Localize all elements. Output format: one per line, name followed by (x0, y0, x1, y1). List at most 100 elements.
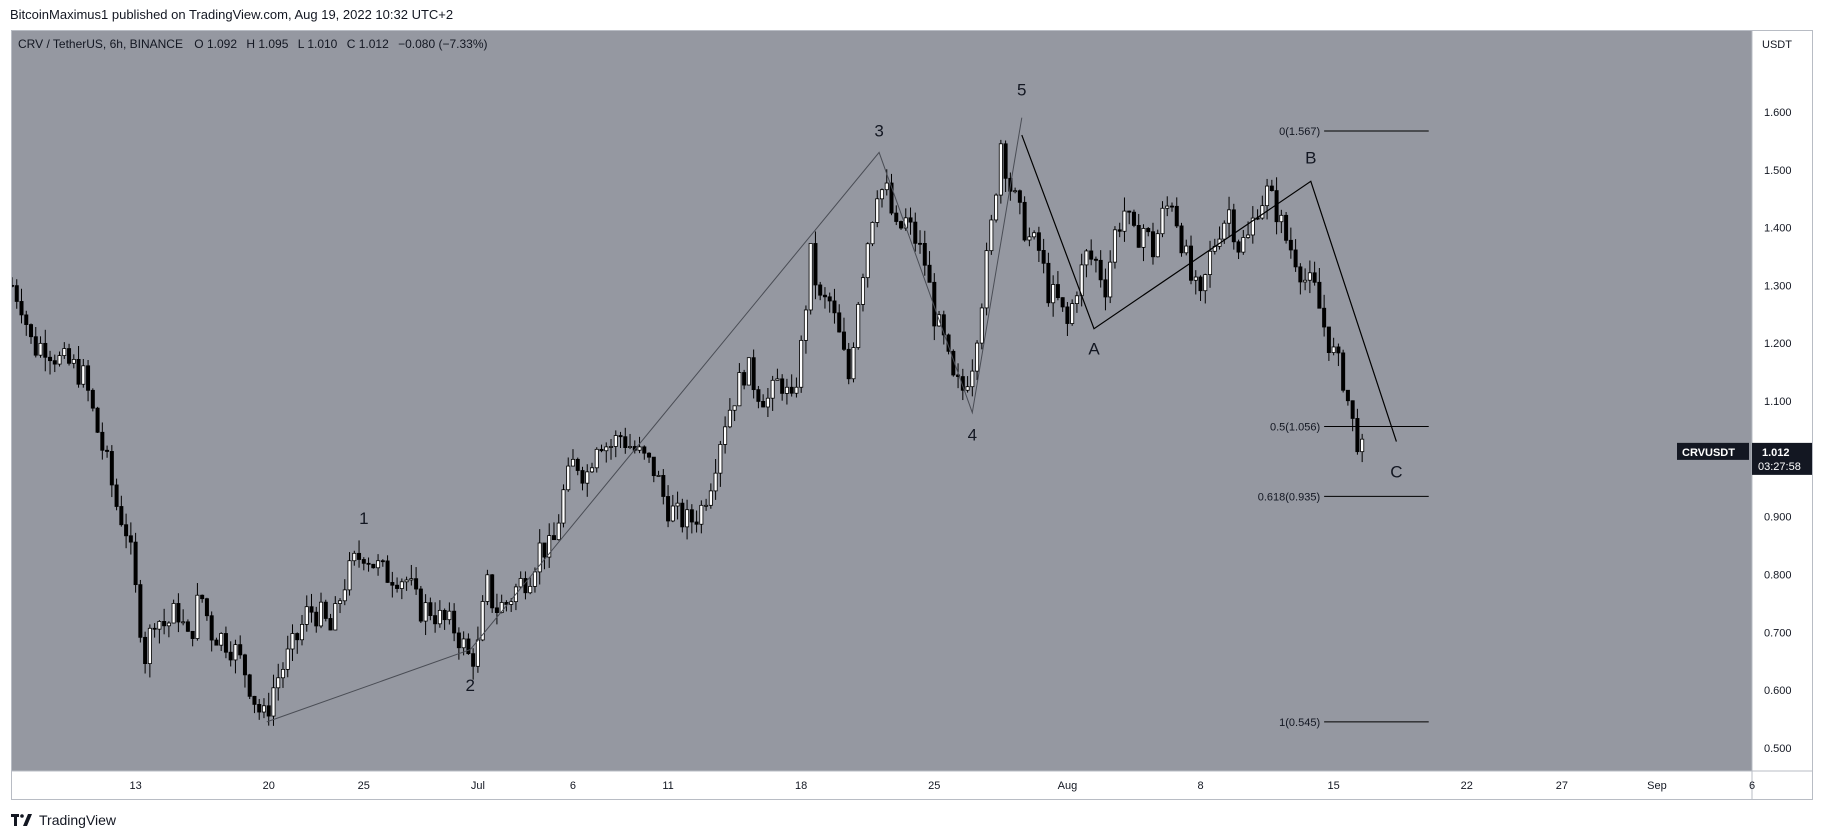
correction-wave-line[interactable] (1021, 134, 1397, 442)
candle-body (24, 314, 29, 325)
candle-body (128, 535, 133, 543)
price-tick-label: 0.900 (1764, 512, 1792, 524)
candle-body (271, 687, 276, 717)
candle-body (390, 582, 395, 586)
candle-body (81, 365, 86, 385)
candle-body (33, 336, 38, 356)
last-price-box (1752, 442, 1812, 475)
candle-body (618, 435, 623, 438)
candle-body (480, 601, 485, 641)
candle-body (380, 560, 385, 563)
candle-body (1269, 185, 1274, 191)
candle-body (1184, 245, 1189, 254)
candle-body (376, 560, 381, 569)
time-tick-label: 8 (1197, 780, 1203, 792)
candle-body (1055, 284, 1060, 299)
candle-body (956, 374, 961, 377)
candles-group (12, 139, 1365, 726)
wave-label-2: 2 (466, 676, 475, 695)
legend-l-label: L (298, 37, 305, 51)
candle-body (1117, 229, 1122, 232)
candle-body (366, 562, 371, 565)
candle-body (1060, 297, 1065, 308)
candle-body (1103, 279, 1108, 298)
candle-body (338, 600, 343, 604)
candle-body (494, 607, 499, 613)
candle-body (1013, 190, 1018, 193)
candle-body (689, 509, 694, 523)
candle-body (1222, 222, 1227, 240)
candle-body (414, 578, 419, 590)
candle-body (623, 436, 628, 448)
candle-body (214, 639, 219, 646)
impulse-wave-line[interactable] (266, 117, 1023, 723)
candle-body (423, 602, 428, 622)
candle-body (1065, 306, 1070, 324)
candle-body (1317, 281, 1322, 309)
candle-body (299, 623, 304, 641)
candle-body (1041, 250, 1046, 264)
footer: TradingView (11, 810, 116, 830)
candle-body (746, 357, 751, 386)
candle-body (257, 703, 262, 713)
candle-body (542, 542, 547, 558)
candle-body (1208, 250, 1213, 275)
wave-label-5: 5 (1017, 81, 1026, 100)
candle-body (418, 588, 423, 622)
candle-body (727, 409, 732, 428)
candle-body (1112, 229, 1117, 263)
candle-body (832, 300, 837, 314)
candle-body (661, 475, 666, 497)
candle-body (228, 651, 233, 661)
legend-o-value: 1.092 (207, 37, 237, 51)
price-axis-area[interactable] (1752, 31, 1812, 799)
chart-container[interactable]: 0(1.567) 0.5(1.056) 0.618(0.935) 1(0.545) 1… (11, 30, 1813, 800)
candle-body (1027, 236, 1032, 241)
candle-body (314, 611, 319, 627)
candle-body (998, 143, 1003, 196)
legend-symbol: CRV / TetherUS, 6h, BINANCE O 1.092 H 1.… (18, 37, 488, 51)
candle-body (471, 653, 476, 667)
price-tick-label: 1.100 (1764, 396, 1792, 408)
candle-body (133, 541, 138, 586)
candle-body (918, 242, 923, 245)
candle-body (994, 194, 999, 221)
candle-body (371, 563, 376, 569)
price-chart[interactable]: 0(1.567) 0.5(1.056) 0.618(0.935) 1(0.545) 1… (12, 31, 1812, 799)
candle-body (447, 610, 452, 621)
candle-body (808, 243, 813, 311)
candle-body (941, 314, 946, 336)
candle-body (1122, 210, 1127, 232)
plot-area[interactable] (12, 31, 1752, 771)
candle-body (1003, 143, 1008, 179)
candle-body (95, 407, 100, 433)
candle-body (285, 648, 290, 670)
candle-body (1231, 209, 1236, 243)
candle-body (965, 386, 970, 391)
published-by-header: BitcoinMaximus1 published on TradingView… (0, 0, 1824, 30)
legend-c-label: C (347, 37, 356, 51)
time-tick-label: 13 (129, 780, 141, 792)
candle-body (181, 621, 186, 624)
candle-body (452, 610, 457, 634)
price-tick-label: 1.500 (1764, 165, 1792, 177)
price-tick-label: 1.200 (1764, 338, 1792, 350)
candle-body (975, 342, 980, 372)
candle-body (1179, 225, 1184, 254)
candle-body (475, 639, 480, 667)
candle-body (518, 578, 523, 588)
candle-body (1331, 346, 1336, 353)
fib-level-label: 0.5(1.056) (1270, 421, 1320, 433)
candle-body (756, 389, 761, 402)
candle-body (880, 189, 885, 200)
candle-body (599, 448, 604, 452)
candle-body (1046, 262, 1051, 304)
candle-body (1165, 205, 1170, 209)
candle-body (704, 504, 709, 507)
candle-body (100, 431, 105, 451)
wave-labels-group: 1 2 3 4 5 A B C (359, 81, 1402, 695)
wave-label-c: C (1390, 462, 1402, 481)
candle-body (190, 630, 195, 639)
fib-level-label: 0(1.567) (1279, 126, 1320, 138)
candle-body (841, 331, 846, 350)
